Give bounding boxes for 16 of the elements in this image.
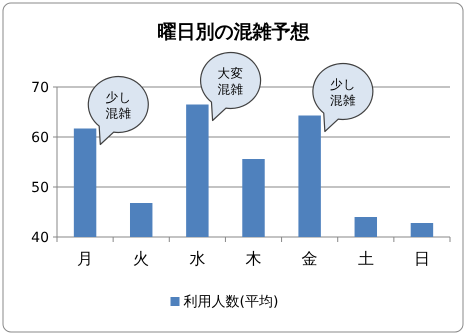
annotation: 少し混雑 [330, 76, 356, 108]
annotation: 少し混雑 [105, 90, 132, 120]
ytick: 70 [31, 80, 49, 96]
xtick: 日 [414, 249, 430, 268]
xtick: 土 [358, 249, 374, 268]
annotation: 大変混雑 [218, 66, 244, 96]
title: 曜日別の混雑予想 [158, 21, 310, 43]
ytick: 50 [31, 180, 49, 196]
ytick: 60 [31, 130, 49, 146]
xtick: 木 [246, 249, 262, 268]
xtick: 月 [77, 249, 94, 268]
xtick: 火 [133, 249, 150, 268]
legend: 利用人数(平均) [170, 294, 278, 310]
ytick: 40 [31, 230, 49, 246]
xtick: 水 [189, 249, 206, 268]
xtick: 金 [302, 249, 318, 268]
